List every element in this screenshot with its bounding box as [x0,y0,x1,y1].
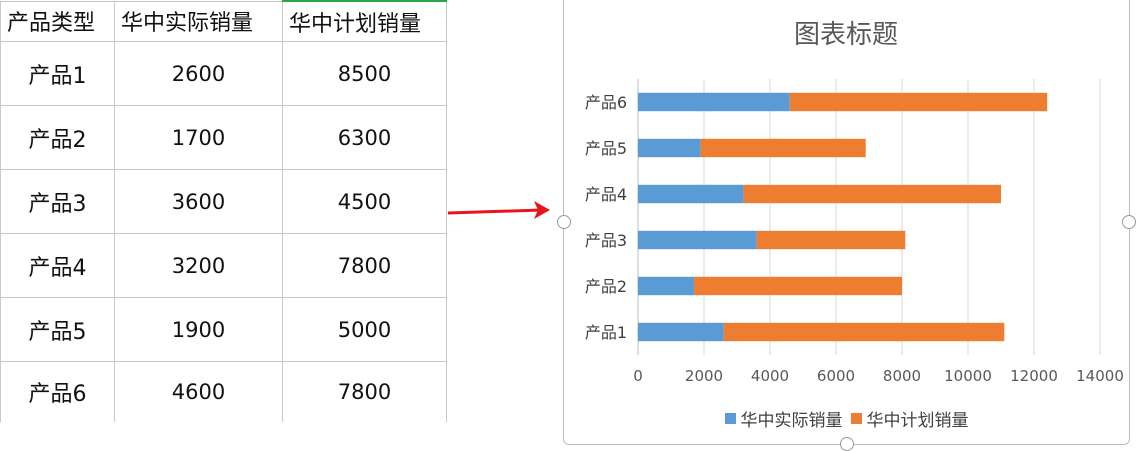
bar-planned [743,184,1001,204]
cell-product[interactable]: 产品5 [0,297,115,362]
table-row: 产品5 1900 5000 [0,297,447,362]
cell-plan[interactable]: 8500 [282,41,447,106]
legend-label: 华中实际销量 [740,411,843,431]
chart-legend: 华中实际销量 华中计划销量 [564,406,1129,431]
legend-item: 华中实际销量 [724,406,843,431]
cell-plan[interactable]: 4500 [282,169,447,234]
bar-actual [638,138,701,158]
y-tick-label: 产品4 [585,185,627,204]
y-tick-label: 产品6 [585,93,627,112]
table-row: 产品6 4600 7800 [0,361,447,422]
chart-area[interactable]: 图表标题 0 2000 4000 6000 8000 10000 12000 14000 产品1 产… [557,0,1136,451]
header-product-type[interactable]: 产品类型 [0,0,115,42]
resize-handle-left[interactable] [557,215,571,229]
cell-actual[interactable]: 1900 [114,297,283,362]
cell-product[interactable]: 产品6 [0,361,115,422]
legend-swatch [724,413,736,424]
cell-plan[interactable]: 6300 [282,105,447,170]
right-arrow-icon [447,201,550,219]
cell-plan[interactable]: 7800 [282,233,447,298]
x-tick-label: 2000 [685,367,723,385]
resize-handle-right[interactable] [1122,215,1136,229]
bar-actual [638,322,724,342]
table-header-row: 产品类型 华中实际销量 华中计划销量 [0,0,447,42]
bar-chart: 图表标题 0 2000 4000 6000 8000 10000 12000 14000 产品1 产… [585,20,1124,385]
sales-table: 产品类型 华中实际销量 华中计划销量 产品1 2600 8500 产品2 170… [0,0,447,422]
cell-actual[interactable]: 3600 [114,169,283,234]
x-tick-label: 6000 [817,367,855,385]
bar-planned [694,276,902,296]
x-tick-label: 0 [633,367,643,385]
x-tick-label: 10000 [944,367,992,385]
bar-planned [723,322,1005,342]
bar-actual [638,92,790,112]
cell-actual[interactable]: 4600 [114,361,283,422]
bar-planned [789,92,1048,112]
bar-planned [756,230,906,250]
chart-title: 图表标题 [794,20,898,50]
bar-actual [638,276,695,296]
table-row: 产品1 2600 8500 [0,41,447,106]
x-tick-label: 12000 [1010,367,1058,385]
y-tick-label: 产品3 [585,231,627,250]
cell-actual[interactable]: 2600 [114,41,283,106]
x-tick-label: 8000 [883,367,921,385]
cell-actual[interactable]: 1700 [114,105,283,170]
bar-actual [638,230,757,250]
x-tick-label: 4000 [751,367,789,385]
cell-plan[interactable]: 5000 [282,297,447,362]
y-tick-label: 产品1 [585,323,627,342]
legend-item: 华中计划销量 [850,406,969,431]
y-tick-label: 产品5 [585,139,627,158]
legend-label: 华中计划销量 [866,411,969,431]
cell-product[interactable]: 产品2 [0,105,115,170]
cell-plan[interactable]: 7800 [282,361,447,422]
cell-product[interactable]: 产品1 [0,41,115,106]
table-row: 产品2 1700 6300 [0,105,447,170]
legend-swatch [850,413,862,424]
cell-product[interactable]: 产品3 [0,169,115,234]
cell-actual[interactable]: 3200 [114,233,283,298]
table-row: 产品3 3600 4500 [0,169,447,234]
bar-actual [638,184,744,204]
header-planned-sales[interactable]: 华中计划销量 [282,0,447,42]
y-tick-label: 产品2 [585,277,627,296]
resize-handle-bottom[interactable] [840,437,854,451]
cell-product[interactable]: 产品4 [0,233,115,298]
table-row: 产品4 3200 7800 [0,233,447,298]
header-actual-sales[interactable]: 华中实际销量 [114,0,283,42]
bar-planned [700,138,866,158]
x-tick-label: 14000 [1076,367,1124,385]
